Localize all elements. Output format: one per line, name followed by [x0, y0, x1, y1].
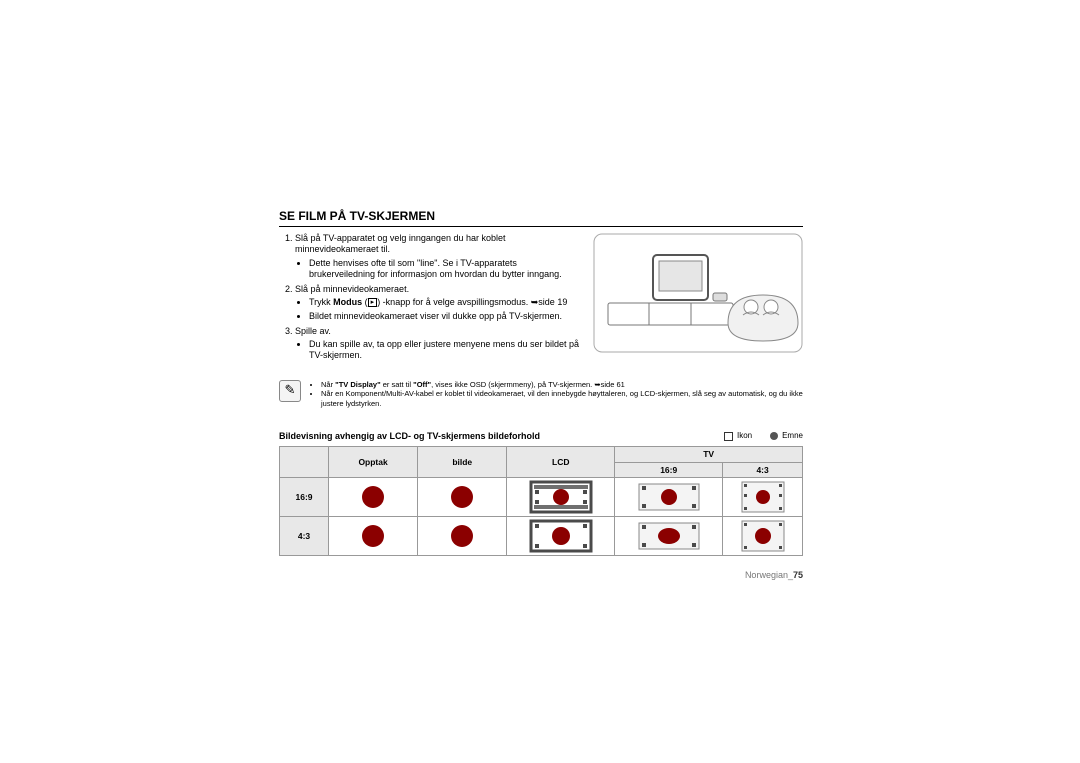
- step-3: Spille av. Du kan spille av, ta opp elle…: [295, 326, 583, 362]
- th-lcd: LCD: [507, 447, 615, 478]
- th-tv43: 4:3: [723, 462, 803, 478]
- note-icon: ✎: [279, 380, 301, 402]
- cell-169-tv43: [723, 478, 803, 517]
- legend-icon-square: [724, 432, 733, 441]
- th-tv169: 16:9: [615, 462, 723, 478]
- step-2-sub-0: Trykk Modus (▸) -knapp for å velge avspi…: [309, 297, 583, 308]
- step-2-sub-1: Bildet minnevideokameraet viser vil dukk…: [309, 311, 583, 322]
- steps-column: Slå på TV-apparatet og velg inngangen du…: [279, 233, 593, 366]
- cell-169-tv169: [615, 478, 723, 517]
- cell-43-opptak: [329, 517, 418, 556]
- th-tv: TV: [615, 447, 803, 463]
- cell-43-bilde: [418, 517, 507, 556]
- note-1: Når en Komponent/Multi-AV-kabel er koble…: [321, 389, 803, 409]
- cell-43-tv169: [615, 517, 723, 556]
- step-3-sub-0: Du kan spille av, ta opp eller justere m…: [309, 339, 583, 362]
- footer-lang: Norwegian: [745, 570, 788, 580]
- step-2-text: Slå på minnevideokameraet.: [295, 284, 409, 294]
- aspect-ratio-table: Opptak bilde LCD TV 16:9 4:3 16:9: [279, 446, 803, 556]
- step-1: Slå på TV-apparatet og velg inngangen du…: [295, 233, 583, 280]
- row-43-label: 4:3: [280, 517, 329, 556]
- step-2: Slå på minnevideokameraet. Trykk Modus (…: [295, 284, 583, 322]
- illustration: [593, 233, 803, 366]
- table-legend: Ikon Emne: [724, 431, 803, 441]
- note-block: ✎ Når "TV Display" er satt til "Off", vi…: [279, 380, 803, 409]
- note-0: Når "TV Display" er satt til "Off", vise…: [321, 380, 803, 390]
- step-1-sub-0: Dette henvises ofte til som "line". Se i…: [309, 258, 583, 281]
- legend-subject-label: Emne: [782, 431, 803, 441]
- row-169-label: 16:9: [280, 478, 329, 517]
- th-bilde: bilde: [418, 447, 507, 478]
- cell-43-tv43: [723, 517, 803, 556]
- step-1-text: Slå på TV-apparatet og velg inngangen du…: [295, 233, 506, 254]
- footer-page: 75: [793, 570, 803, 580]
- legend-icon-label: Ikon: [737, 431, 752, 441]
- playback-mode-icon: ▸: [368, 298, 378, 307]
- cell-169-lcd: [507, 478, 615, 517]
- th-opptak: Opptak: [329, 447, 418, 478]
- table-title: Bildevisning avhengig av LCD- og TV-skje…: [279, 431, 724, 442]
- steps-list: Slå på TV-apparatet og velg inngangen du…: [279, 233, 583, 362]
- page-footer: Norwegian_75: [279, 570, 803, 581]
- section-title: SE FILM PÅ TV-SKJERMEN: [279, 209, 803, 227]
- cell-43-lcd: [507, 517, 615, 556]
- cell-169-bilde: [418, 478, 507, 517]
- legend-subject-circle: [770, 432, 778, 440]
- cell-169-opptak: [329, 478, 418, 517]
- step-3-text: Spille av.: [295, 326, 331, 336]
